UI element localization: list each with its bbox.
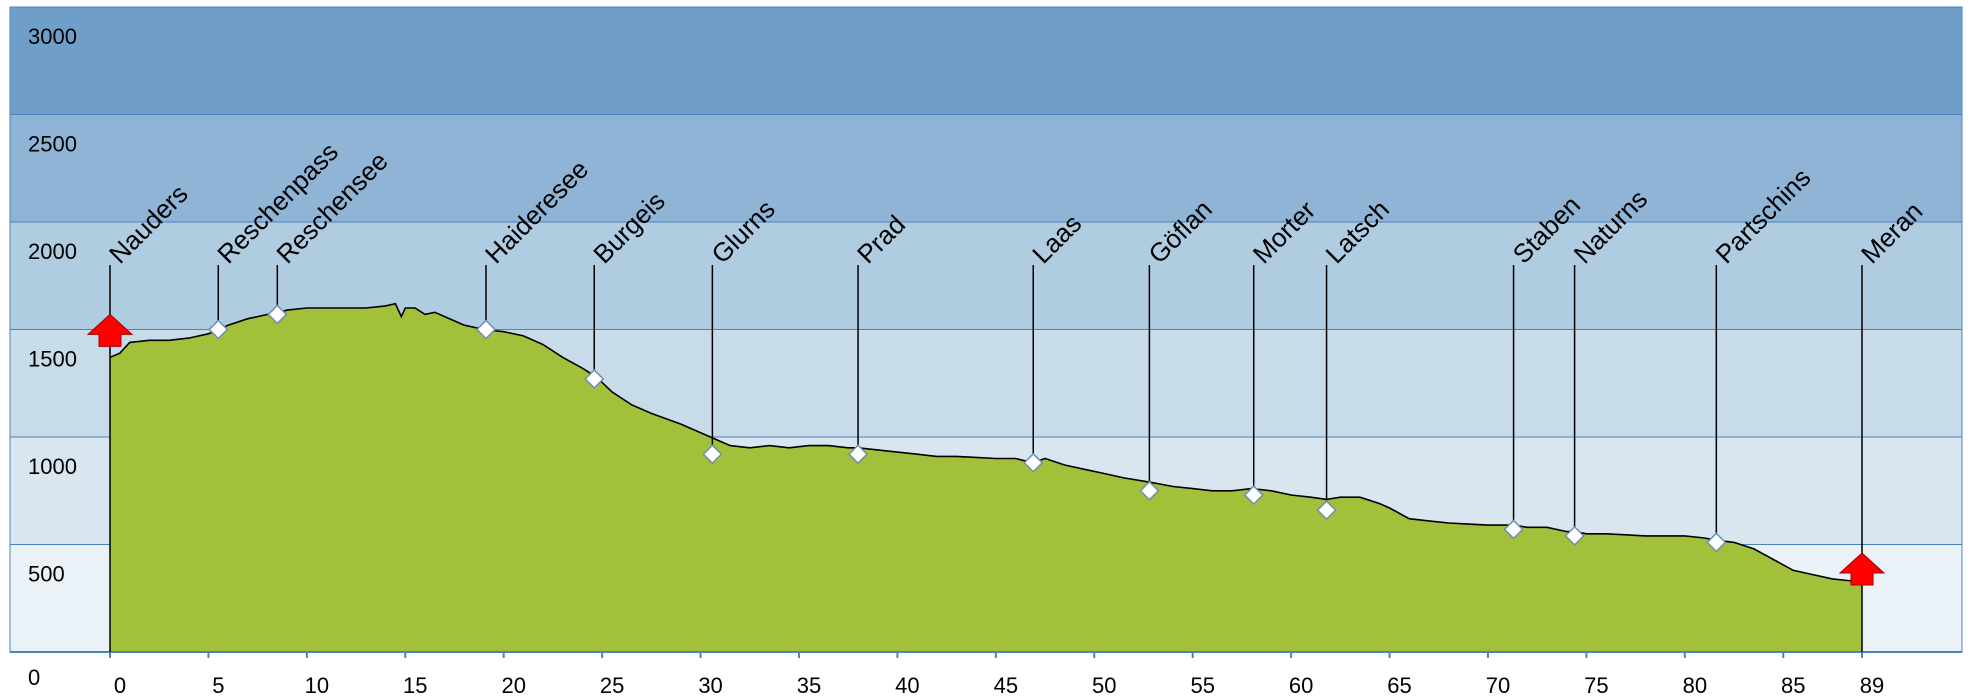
y-tick-label: 2000 <box>28 239 77 264</box>
y-axis-labels: 0 500 1000 1500 2000 2500 3000 <box>28 24 77 690</box>
y-tick-label: 2500 <box>28 132 77 157</box>
x-tick-label: 55 <box>1190 673 1214 697</box>
x-tick-label: 15 <box>403 673 427 697</box>
station-diamond-marker <box>847 444 869 465</box>
x-tick-label: 80 <box>1683 673 1707 697</box>
station-diamond-marker <box>1139 480 1160 501</box>
x-tick-label: 45 <box>994 673 1018 697</box>
x-tick-label: 25 <box>600 673 624 697</box>
elevation-fill <box>110 303 1862 652</box>
elevation-line <box>109 302 1862 582</box>
x-tick-label: 30 <box>698 673 722 697</box>
station-diamond-marker <box>702 444 723 465</box>
elevation-area <box>109 302 1862 652</box>
start-end-arrow-marker <box>1838 552 1886 586</box>
y-tick-label: 500 <box>28 562 65 587</box>
station-diamond-marker <box>475 319 497 340</box>
x-tick-label: 0 <box>114 673 126 697</box>
x-tick-label: 70 <box>1486 673 1510 697</box>
altitude-band <box>9 114 1963 223</box>
x-tick-label: 35 <box>797 673 821 697</box>
x-tick-label: 60 <box>1289 673 1313 697</box>
x-tick-label: 40 <box>895 673 919 697</box>
station-diamond-marker <box>1503 519 1524 540</box>
station-diamond-marker <box>1564 525 1585 546</box>
station-diamond-marker <box>208 319 229 340</box>
x-tick-label: 65 <box>1387 673 1411 697</box>
y-tick-label: 3000 <box>28 24 77 49</box>
y-tick-label: 1500 <box>28 347 77 372</box>
x-tick-label: 10 <box>305 673 329 697</box>
station-diamond-marker <box>1706 532 1727 553</box>
start-end-arrow-marker <box>86 313 134 347</box>
altitude-band <box>9 6 1963 115</box>
y-tick-label: 0 <box>28 665 40 690</box>
station-diamond-marker <box>1023 452 1044 473</box>
y-tick-label: 1000 <box>28 454 77 479</box>
x-axis <box>10 651 1962 658</box>
station-diamond-marker <box>267 304 288 325</box>
x-tick-label: 5 <box>212 673 224 697</box>
x-tick-label: 75 <box>1584 673 1608 697</box>
x-tick-label: 85 <box>1781 673 1805 697</box>
x-tick-label: 89 <box>1860 673 1884 697</box>
x-tick-label: 50 <box>1092 673 1116 697</box>
station-diamond-marker <box>1316 500 1337 521</box>
x-tick-label: 20 <box>501 673 525 697</box>
station-diamond-marker <box>1243 484 1264 506</box>
station-diamond-marker <box>584 368 605 390</box>
x-axis-labels: 0 5 10 15 20 25 30 35 40 45 50 55 60 65 70 75 80 85 89 <box>114 673 1884 697</box>
